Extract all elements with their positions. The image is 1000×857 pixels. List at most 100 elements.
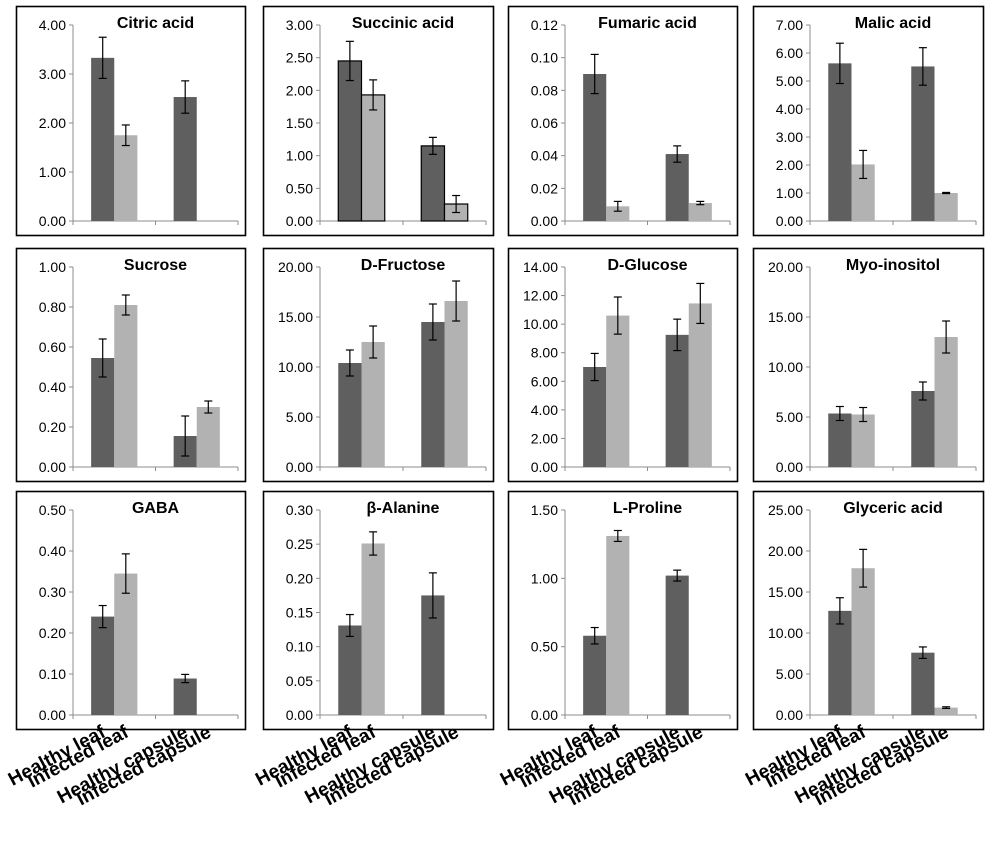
data-bar	[828, 63, 852, 221]
data-bar	[911, 652, 935, 715]
y-tick-label: 2.50	[286, 50, 313, 66]
data-bar	[91, 358, 115, 467]
y-tick-label: 4.00	[39, 17, 66, 33]
y-tick-label: 0.00	[39, 459, 66, 475]
y-tick-label: 2.00	[776, 157, 803, 173]
y-tick-label: 0.04	[531, 148, 558, 164]
y-tick-label: 5.00	[776, 666, 803, 682]
y-tick-label: 0.00	[531, 213, 558, 229]
chart-title: L-Proline	[613, 500, 682, 517]
data-bar	[114, 573, 138, 715]
chart-panel: 0.00 0.02 0.04 0.06 0.08 0.10 0.12 Fumaric acid	[507, 5, 739, 237]
y-tick-label: 20.00	[278, 259, 313, 275]
chart-title: Glyceric acid	[843, 500, 943, 517]
y-tick-label: 10.00	[278, 359, 313, 375]
y-tick-label: 0.12	[531, 17, 558, 33]
y-tick-label: 6.00	[776, 45, 803, 61]
y-tick-label: 12.00	[523, 288, 558, 304]
y-tick-label: 7.00	[776, 17, 803, 33]
y-tick-label: 25.00	[768, 502, 803, 518]
y-tick-label: 0.10	[531, 50, 558, 66]
chart-panel: 0.00 5.00 10.00 15.00 20.00 D-Fructose	[262, 247, 495, 483]
data-bar	[851, 414, 875, 467]
chart-title: Succinic acid	[352, 15, 454, 32]
y-tick-label: 15.00	[278, 309, 313, 325]
chart-panel: 0.00 1.00 2.00 3.00 4.00 5.00 6.00 7.00 Malic ac…	[752, 5, 985, 237]
y-tick-label: 4.00	[531, 402, 558, 418]
y-tick-label: 1.00	[531, 570, 558, 586]
data-bar	[851, 164, 875, 221]
y-tick-label: 10.00	[768, 625, 803, 641]
data-bar	[934, 193, 958, 221]
data-bar	[665, 334, 689, 467]
y-tick-label: 0.00	[776, 213, 803, 229]
chart-title: D-Glucose	[607, 257, 687, 274]
y-tick-label: 0.15	[286, 605, 313, 621]
chart-panel: 0.00 0.50 1.00 1.50 2.00 2.50 3.00 Succinic aci…	[262, 5, 495, 237]
y-tick-label: 0.05	[286, 673, 313, 689]
data-bar	[361, 543, 385, 715]
y-tick-label: 0.06	[531, 115, 558, 131]
data-bar	[606, 535, 630, 715]
y-tick-label: 3.00	[286, 17, 313, 33]
y-tick-label: 0.25	[286, 536, 313, 552]
y-tick-label: 1.00	[39, 259, 66, 275]
data-bar	[606, 206, 630, 221]
y-tick-label: 0.00	[531, 707, 558, 723]
data-bar	[196, 407, 220, 467]
y-tick-label: 0.02	[531, 180, 558, 196]
y-tick-label: 0.50	[39, 502, 66, 518]
y-tick-label: 2.00	[531, 430, 558, 446]
y-tick-label: 0.00	[286, 459, 313, 475]
data-bar	[360, 94, 386, 222]
y-tick-label: 8.00	[531, 345, 558, 361]
y-tick-label: 5.00	[776, 73, 803, 89]
y-tick-label: 0.00	[39, 213, 66, 229]
data-bar	[421, 322, 445, 467]
chart-title: D-Fructose	[361, 257, 446, 274]
y-tick-label: 0.00	[39, 707, 66, 723]
y-tick-label: 4.00	[776, 101, 803, 117]
data-bar	[114, 305, 138, 467]
data-bar	[444, 301, 468, 467]
y-tick-label: 0.00	[776, 707, 803, 723]
y-tick-label: 0.60	[39, 339, 66, 355]
y-tick-label: 0.00	[531, 459, 558, 475]
data-bar	[91, 616, 115, 715]
data-bar	[606, 315, 630, 467]
data-bar	[361, 342, 385, 467]
data-bar	[338, 625, 362, 715]
data-bar	[337, 60, 363, 222]
y-tick-label: 0.50	[531, 639, 558, 655]
y-tick-label: 1.00	[776, 185, 803, 201]
data-bar	[114, 135, 138, 221]
y-tick-label: 0.20	[286, 570, 313, 586]
y-tick-label: 6.00	[531, 373, 558, 389]
data-bar	[173, 678, 197, 715]
y-tick-label: 0.08	[531, 82, 558, 98]
chart-title: Citric acid	[117, 15, 194, 32]
y-tick-label: 10.00	[523, 316, 558, 332]
y-tick-label: 20.00	[768, 543, 803, 559]
data-bar	[688, 303, 712, 467]
y-tick-label: 0.00	[286, 213, 313, 229]
y-tick-label: 14.00	[523, 259, 558, 275]
y-tick-label: 2.00	[39, 115, 66, 131]
y-tick-label: 0.50	[286, 180, 313, 196]
chart-panel: 0.00 5.00 10.00 15.00 20.00 25.00 Glyceric aci…	[742, 490, 985, 810]
y-tick-label: 3.00	[776, 129, 803, 145]
chart-panel: 0.00 5.00 10.00 15.00 20.00 Myo-inositol	[752, 247, 985, 483]
data-bar	[665, 575, 689, 715]
y-tick-label: 5.00	[286, 409, 313, 425]
y-tick-label: 0.20	[39, 625, 66, 641]
y-tick-label: 1.00	[286, 148, 313, 164]
chart-title: Fumaric acid	[598, 15, 697, 32]
data-bar	[338, 363, 362, 467]
data-bar	[934, 707, 958, 715]
data-bar	[688, 203, 712, 221]
data-bar	[665, 154, 689, 221]
